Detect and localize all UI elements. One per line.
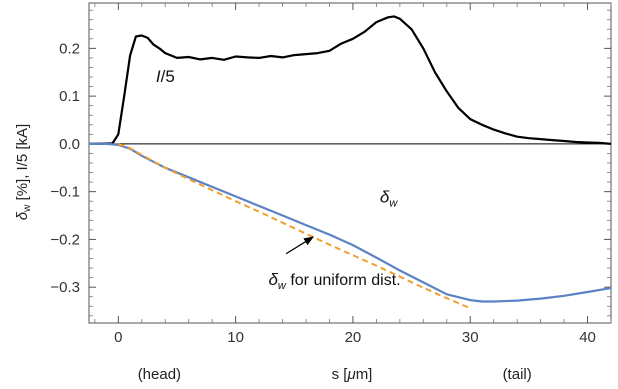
y-tick-label: −0.1	[50, 184, 80, 201]
y-tick-label: −0.3	[50, 279, 80, 296]
x-tick-label: 10	[227, 329, 244, 346]
y-tick-label: −0.2	[50, 231, 80, 248]
series-lines	[88, 15, 612, 310]
annotations: I/5 δw δw for uniform dist.	[156, 67, 401, 292]
axis-labels: s [μm] δw [%], I/5 [kA]	[14, 124, 372, 383]
annotation-label: δw for uniform dist.	[268, 270, 400, 292]
x-tick-label: 20	[345, 329, 362, 346]
x-tick-label: 0	[114, 329, 122, 346]
x-region-label: (head)	[138, 366, 181, 383]
x-region-label: (tail)	[503, 366, 532, 383]
annotation-label: δw	[380, 188, 398, 210]
axis-ticks: 0 10 20 30 40 0.2 0.1 0.0 −0.1 −0.2 −0.3 (head) (tai…	[50, 3, 612, 383]
series-line	[118, 143, 471, 310]
x-tick-label: 40	[579, 329, 596, 346]
x-tick-label: 30	[462, 329, 479, 346]
series-line	[88, 15, 612, 145]
annotation-label: I/5	[156, 67, 175, 86]
y-tick-label: 0.2	[59, 40, 80, 57]
annotation-arrow	[285, 236, 314, 255]
y-tick-label: 0.1	[59, 88, 80, 105]
x-axis-label: s [μm]	[332, 366, 373, 383]
y-tick-label: 0.0	[59, 136, 80, 153]
y-axis-label: δw [%], I/5 [kA]	[14, 124, 33, 220]
